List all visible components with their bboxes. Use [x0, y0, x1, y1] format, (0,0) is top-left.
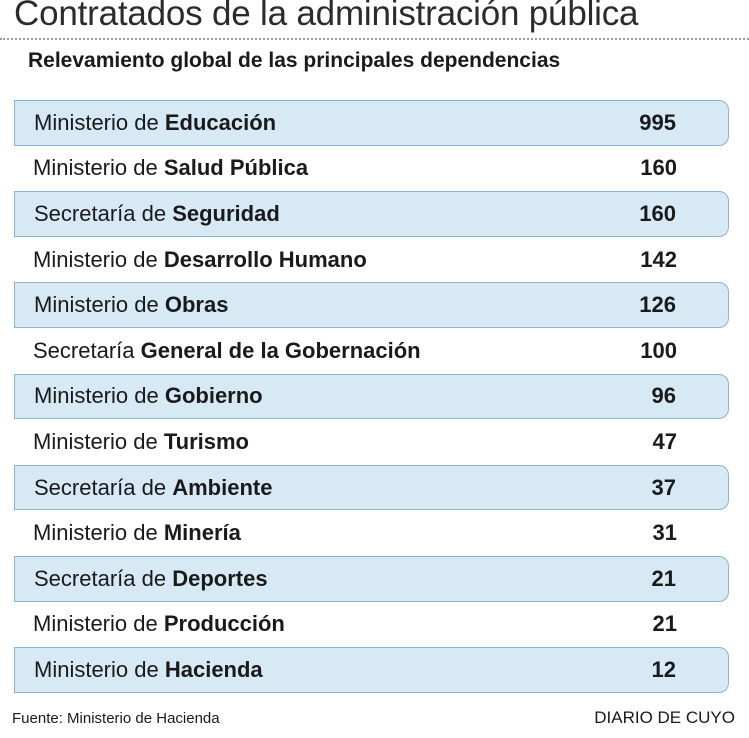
brand-label: DIARIO DE CUYO — [594, 708, 735, 727]
row-label-prefix: Secretaría de — [34, 200, 167, 226]
row-label-prefix: Ministerio de — [33, 246, 158, 272]
table-row: Ministerio de Minería 31 — [14, 510, 729, 556]
row-value: 142 — [640, 246, 677, 272]
row-label-prefix: Ministerio de — [34, 292, 159, 318]
row-label-name: Deportes — [172, 565, 268, 591]
table-row: Secretaría General de la Gobernación 100 — [14, 328, 729, 374]
row-value: 47 — [652, 428, 677, 454]
table-row: Secretaría de Seguridad 160 — [14, 191, 729, 237]
row-label-name: Hacienda — [164, 656, 263, 682]
row-label-name: Obras — [164, 292, 229, 318]
row-label-prefix: Ministerio de — [33, 428, 158, 454]
row-value: 126 — [639, 292, 676, 318]
chart-subtitle: Relevamiento global de las principales d… — [28, 49, 561, 72]
row-label: Secretaría de Deportes — [34, 566, 268, 592]
row-label-prefix: Ministerio de — [33, 155, 158, 181]
row-label-prefix: Secretaría — [33, 337, 135, 363]
row-value: 100 — [640, 337, 677, 363]
table-row: Ministerio de Salud Pública 160 — [14, 146, 729, 192]
row-label-name: Seguridad — [172, 200, 280, 226]
row-label: Ministerio de Producción — [33, 611, 285, 637]
table-row: Ministerio de Desarrollo Humano 142 — [14, 237, 729, 283]
row-label-prefix: Secretaría de — [34, 474, 167, 500]
table-row: Secretaría de Deportes 21 — [14, 555, 729, 602]
row-label-prefix: Ministerio de — [33, 611, 158, 637]
row-label-name: Ambiente — [172, 474, 273, 500]
row-label-name: Gobierno — [164, 383, 263, 409]
row-value: 37 — [651, 474, 676, 500]
data-table: Ministerio de Educación 995 Ministerio de … — [14, 100, 729, 693]
table-row: Ministerio de Gobierno 96 — [14, 373, 729, 420]
row-label: Ministerio de Hacienda — [34, 657, 263, 683]
table-row: Secretaría de Ambiente 37 — [14, 464, 729, 511]
row-label-name: Turismo — [163, 428, 249, 454]
row-label-prefix: Secretaría de — [34, 565, 167, 591]
dotted-divider — [0, 38, 749, 40]
row-label-prefix: Ministerio de — [33, 520, 158, 546]
row-label-prefix: Ministerio de — [34, 383, 159, 409]
row-label: Ministerio de Minería — [33, 520, 241, 546]
row-value: 12 — [651, 656, 676, 682]
table-row: Ministerio de Educación 995 — [14, 100, 729, 146]
table-row: Ministerio de Turismo 47 — [14, 419, 729, 465]
row-label-name: Desarrollo Humano — [163, 246, 367, 272]
row-label: Ministerio de Obras — [34, 292, 228, 318]
table-row: Ministerio de Obras 126 — [14, 282, 729, 328]
row-label: Ministerio de Educación — [34, 110, 276, 136]
row-label: Ministerio de Turismo — [33, 429, 249, 455]
row-label-name: General de la Gobernación — [140, 337, 421, 363]
row-value: 21 — [651, 565, 676, 591]
row-label-name: Salud Pública — [163, 155, 309, 181]
row-value: 96 — [651, 383, 676, 409]
row-label: Ministerio de Salud Pública — [33, 155, 308, 181]
row-label-prefix: Ministerio de — [34, 109, 159, 135]
row-label: Secretaría de Ambiente — [34, 475, 272, 501]
row-value: 995 — [639, 109, 676, 135]
source-note: Fuente: Ministerio de Hacienda — [12, 710, 220, 727]
table-row: Ministerio de Hacienda 12 — [14, 647, 729, 693]
row-value: 160 — [639, 200, 676, 226]
row-label-name: Minería — [163, 520, 241, 546]
row-label: Ministerio de Gobierno — [34, 383, 263, 409]
chart-title: Contratados de la administración pública — [14, 0, 639, 33]
row-value: 21 — [652, 611, 677, 637]
row-label-prefix: Ministerio de — [34, 656, 159, 682]
row-value: 160 — [640, 155, 677, 181]
row-label: Secretaría de Seguridad — [34, 201, 280, 227]
row-label: Secretaría General de la Gobernación — [33, 338, 421, 364]
row-value: 31 — [652, 520, 677, 546]
table-row: Ministerio de Producción 21 — [14, 602, 729, 648]
row-label: Ministerio de Desarrollo Humano — [33, 247, 367, 273]
row-label-name: Educación — [164, 109, 277, 135]
row-label-name: Producción — [163, 611, 285, 637]
